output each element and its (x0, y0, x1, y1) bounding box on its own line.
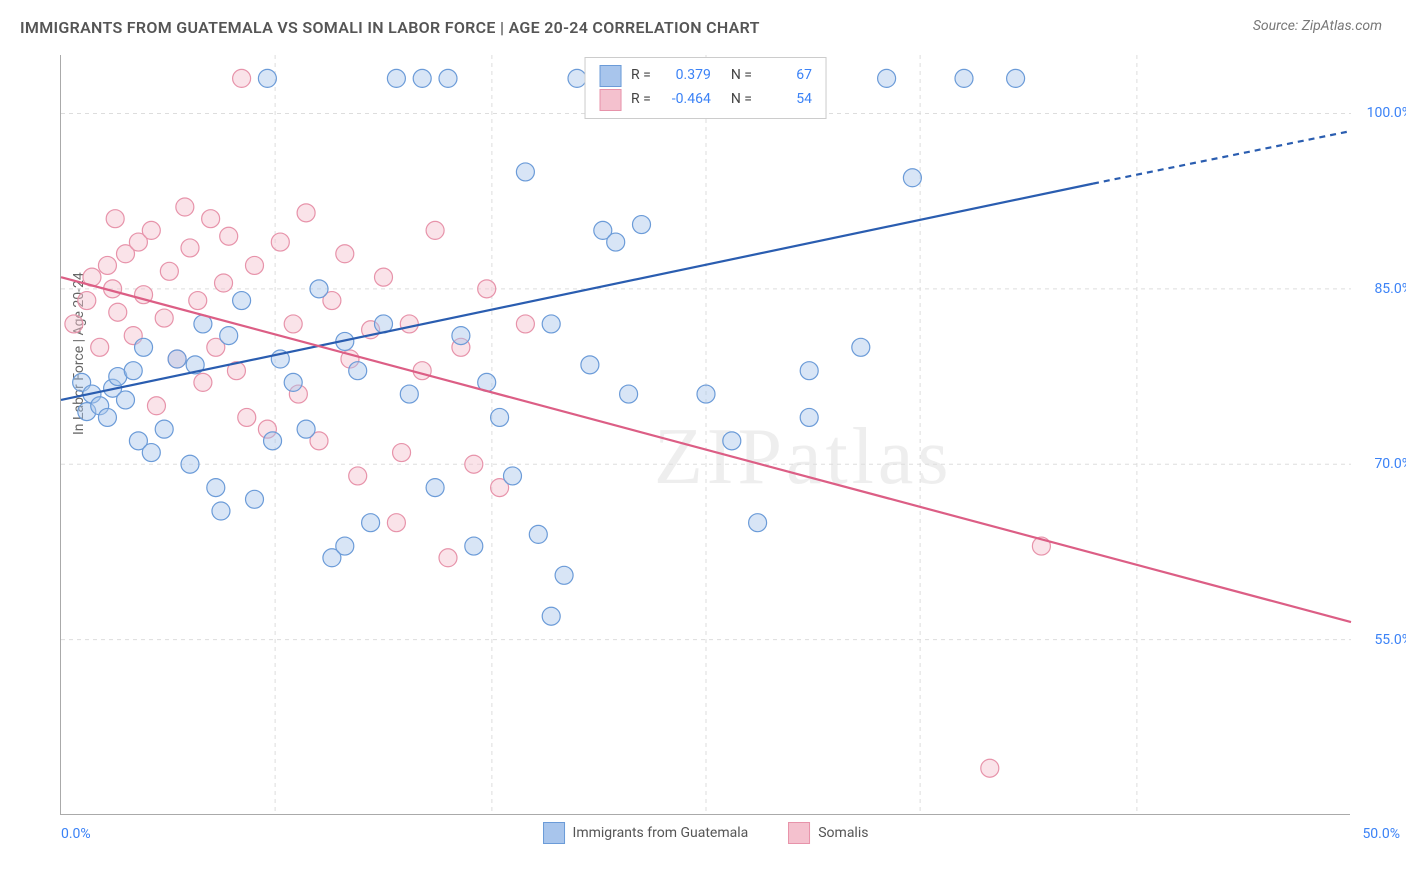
n-value: 67 (762, 64, 812, 88)
legend-item-somali: Somalis (788, 822, 868, 844)
y-tick-label: 70.0% (1374, 456, 1406, 472)
r-value: 0.379 (661, 64, 711, 88)
legend-item-guatemala: Immigrants from Guatemala (543, 822, 749, 844)
r-value: -0.464 (661, 88, 711, 112)
x-tick-label: 0.0% (61, 826, 91, 842)
n-label: N = (731, 64, 752, 88)
y-tick-label: 100.0% (1367, 105, 1406, 121)
legend-swatch (599, 89, 621, 111)
legend-swatch (599, 65, 621, 87)
correlation-legend: R = 0.379 N = 67 R = -0.464 N = 54 (584, 57, 827, 119)
plot-svg (61, 55, 1350, 814)
r-label: R = (631, 64, 651, 88)
plot-area: In Labor Force | Age 20-24 ZIPatlas R =0… (60, 55, 1350, 815)
n-value: 54 (762, 88, 812, 112)
series-legend: Immigrants from Guatemala Somalis (543, 822, 869, 844)
chart-title: IMMIGRANTS FROM GUATEMALA VS SOMALI IN L… (20, 18, 760, 37)
swatch-somali (788, 822, 810, 844)
legend-label-guatemala: Immigrants from Guatemala (573, 825, 749, 841)
swatch-guatemala (543, 822, 565, 844)
legend-row: R = 0.379 N = 67 (599, 64, 812, 88)
y-tick-label: 55.0% (1374, 632, 1406, 648)
r-label: R = (631, 88, 651, 112)
x-tick-label: 50.0% (1362, 826, 1400, 842)
chart-container: IMMIGRANTS FROM GUATEMALA VS SOMALI IN L… (0, 0, 1406, 892)
y-tick-label: 85.0% (1374, 281, 1406, 297)
legend-label-somali: Somalis (818, 825, 868, 841)
legend-row: R = -0.464 N = 54 (599, 88, 812, 112)
source-label: Source: ZipAtlas.com (1253, 18, 1382, 34)
n-label: N = (731, 88, 752, 112)
